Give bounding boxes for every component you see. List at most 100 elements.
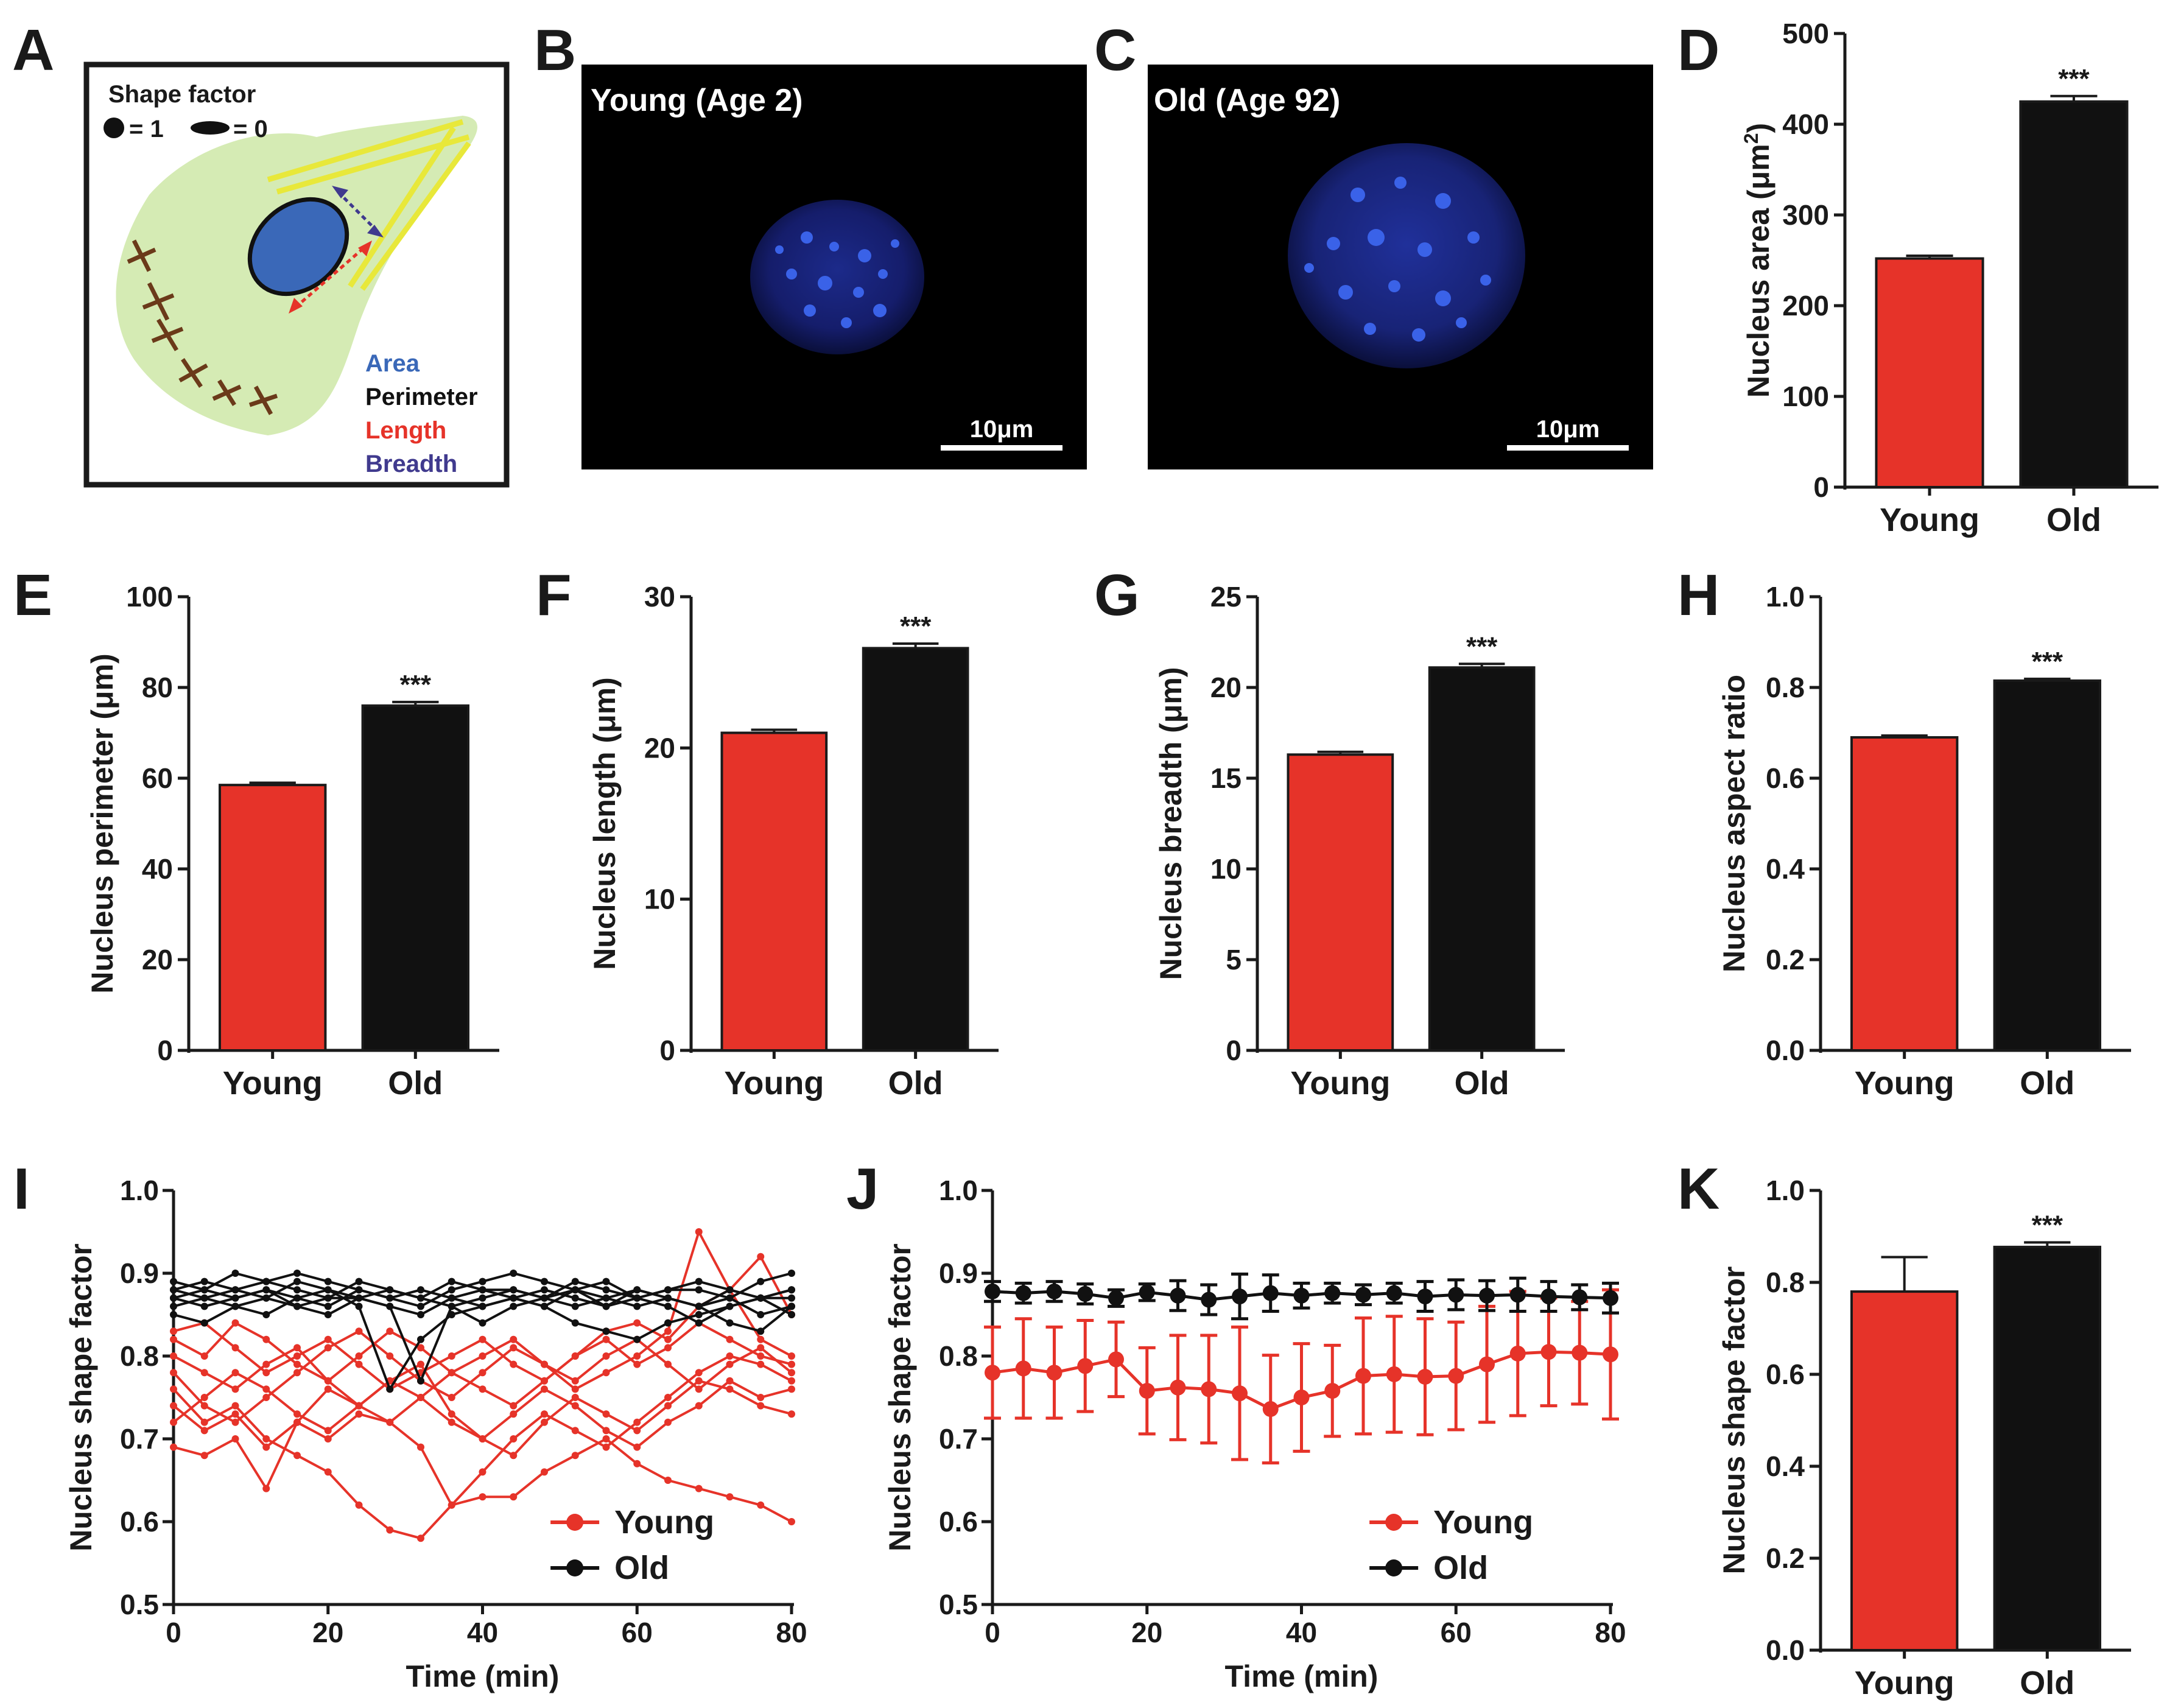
data-point — [695, 1302, 703, 1310]
old-scale-bar — [1507, 445, 1629, 451]
y-tick-label: 0.2 — [1766, 1542, 1805, 1574]
data-point — [1355, 1368, 1371, 1384]
data-point — [571, 1277, 579, 1285]
x-tick-label: 80 — [776, 1617, 807, 1648]
y-tick-label: 10 — [644, 884, 675, 915]
data-point — [664, 1477, 672, 1484]
data-point — [1448, 1368, 1464, 1384]
panel-label-g: G — [1094, 563, 1140, 628]
data-point — [170, 1402, 177, 1410]
data-point — [695, 1385, 703, 1393]
data-point — [293, 1344, 301, 1352]
legend-area: Area — [365, 350, 420, 377]
data-point — [386, 1418, 394, 1426]
data-point — [231, 1294, 239, 1302]
data-point — [510, 1335, 518, 1343]
data-point — [1417, 1369, 1433, 1385]
data-point — [231, 1418, 239, 1426]
category-label-young: Young — [223, 1065, 323, 1102]
data-point — [510, 1344, 518, 1352]
y-tick-label: 20 — [1210, 672, 1242, 703]
data-point — [602, 1369, 610, 1377]
data-point — [170, 1327, 177, 1335]
data-point — [293, 1360, 301, 1368]
y-tick-label: 0 — [157, 1035, 173, 1066]
data-point — [1603, 1346, 1618, 1363]
data-point — [1108, 1290, 1124, 1306]
panel-label-d: D — [1677, 18, 1719, 83]
y-tick-label: 1.0 — [1766, 581, 1805, 613]
data-point — [262, 1394, 270, 1401]
chart-nucleus-area: D 0 100 200 300 400 500 Young Old *** Nucleus area… — [1677, 18, 2158, 538]
data-point — [757, 1394, 765, 1401]
data-point — [664, 1294, 672, 1302]
data-point — [633, 1460, 641, 1467]
data-point — [231, 1435, 239, 1443]
y-axis-label: Nucleus shape factor — [1717, 1267, 1751, 1575]
data-point — [1293, 1287, 1310, 1304]
data-point — [448, 1352, 455, 1360]
data-point — [200, 1394, 208, 1401]
young-nucleus-image — [750, 200, 924, 354]
data-point — [695, 1402, 703, 1410]
series-young — [170, 1319, 795, 1410]
data-point — [1448, 1287, 1464, 1303]
legend-perimeter: Perimeter — [365, 384, 478, 410]
data-point — [664, 1327, 672, 1335]
data-point — [510, 1286, 518, 1294]
data-point — [1293, 1390, 1310, 1405]
data-point — [170, 1294, 177, 1302]
data-point — [293, 1270, 301, 1277]
y-tick-label: 100 — [126, 581, 173, 613]
data-point — [1170, 1379, 1186, 1396]
data-point — [1324, 1383, 1341, 1399]
data-point — [324, 1468, 332, 1476]
data-point — [386, 1286, 394, 1294]
series-old — [984, 1272, 1619, 1321]
panel-label-b: B — [534, 18, 576, 83]
significance-marker: *** — [2032, 1210, 2063, 1240]
data-point — [355, 1277, 363, 1285]
significance-marker: *** — [900, 611, 932, 641]
data-point — [788, 1294, 795, 1302]
data-point — [1509, 1287, 1526, 1303]
elongated-value: = 0 — [233, 116, 268, 142]
data-point — [355, 1352, 363, 1360]
y-tick-label: 0.9 — [120, 1257, 159, 1289]
data-point — [479, 1468, 486, 1476]
data-point — [1108, 1351, 1124, 1368]
data-point — [602, 1435, 610, 1443]
data-point — [479, 1319, 486, 1327]
data-point — [386, 1352, 394, 1360]
bar-old — [1993, 1245, 2102, 1651]
data-point — [293, 1302, 301, 1310]
data-point — [788, 1302, 795, 1310]
data-point — [1262, 1401, 1279, 1418]
young-scale-bar — [941, 445, 1062, 451]
data-point — [479, 1302, 486, 1310]
data-point — [1046, 1283, 1062, 1299]
y-tick-label: 0 — [659, 1035, 675, 1066]
data-point — [510, 1360, 518, 1368]
data-point — [262, 1277, 270, 1285]
y-tick-label: 0.2 — [1766, 944, 1805, 975]
data-point — [448, 1294, 455, 1302]
elongated-shape-icon — [191, 121, 230, 135]
data-point — [200, 1277, 208, 1285]
data-point — [541, 1418, 548, 1426]
data-point — [1046, 1365, 1062, 1381]
data-point — [355, 1501, 363, 1509]
data-point — [293, 1352, 301, 1360]
data-point — [386, 1294, 394, 1302]
chart-shape-factor-bar: K 0.0 0.2 0.4 0.6 0.8 1.0 Young Old *** Nucleus sh… — [1677, 1156, 2131, 1701]
chart-nucleus-aspect-ratio: H 0.0 0.2 0.4 0.6 0.8 1.0 Young Old *** Nucleus as… — [1677, 563, 2131, 1102]
data-point — [231, 1369, 239, 1377]
data-point — [1603, 1290, 1618, 1306]
data-point — [695, 1369, 703, 1377]
bar-old — [1428, 666, 1536, 1052]
category-label-old: Old — [1455, 1065, 1509, 1102]
data-point — [170, 1277, 177, 1285]
panel-label-e: E — [13, 563, 52, 628]
data-point — [448, 1394, 455, 1401]
data-point — [324, 1344, 332, 1352]
